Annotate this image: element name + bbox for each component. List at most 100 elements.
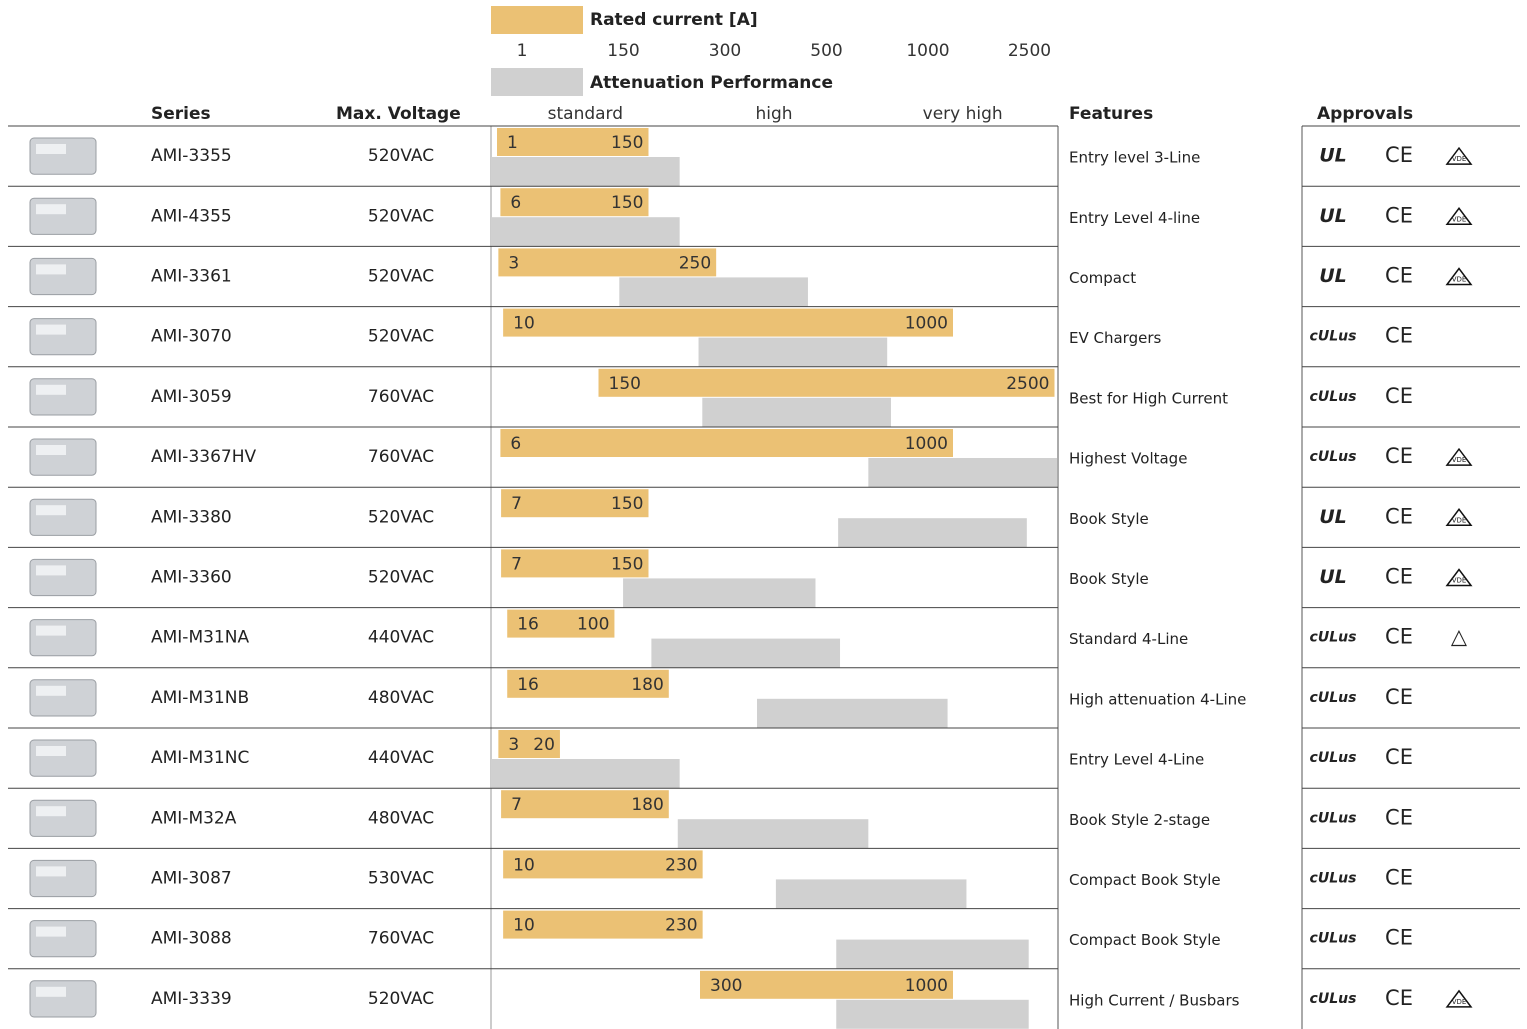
series: AMI-M31NA bbox=[151, 628, 249, 648]
voltage: 520VAC bbox=[368, 327, 434, 347]
approval: CE bbox=[1385, 866, 1413, 890]
feature: Compact Book Style bbox=[1069, 871, 1221, 889]
approval: CE bbox=[1385, 324, 1413, 348]
attenuation-bar bbox=[623, 578, 816, 608]
current-bar bbox=[501, 790, 669, 819]
approval: CE bbox=[1385, 203, 1413, 227]
current-bar bbox=[498, 730, 560, 758]
feature: Entry Level 4-Line bbox=[1069, 751, 1204, 769]
approval: VDE bbox=[1452, 998, 1467, 1006]
product-image-detail bbox=[36, 926, 66, 937]
attenuation-bar bbox=[757, 698, 948, 728]
current-bar bbox=[503, 910, 703, 939]
approval: cULus bbox=[1310, 750, 1357, 766]
current-min: 16 bbox=[517, 675, 539, 695]
feature: Entry Level 4-line bbox=[1069, 209, 1200, 227]
approval: VDE bbox=[1452, 577, 1467, 585]
attenuation-bar bbox=[491, 759, 680, 788]
current-max: 100 bbox=[577, 615, 609, 635]
approval-icon-frame bbox=[1445, 447, 1473, 466]
current-max: 180 bbox=[631, 675, 663, 695]
series: AMI-3361 bbox=[151, 267, 232, 287]
product-image bbox=[29, 378, 97, 416]
approval: CE bbox=[1385, 504, 1413, 528]
approval: CE bbox=[1385, 565, 1413, 589]
current-min: 7 bbox=[511, 554, 522, 574]
product-image-detail bbox=[36, 625, 66, 636]
product-image bbox=[29, 920, 97, 958]
attenuation-bar bbox=[491, 217, 680, 247]
product-image bbox=[29, 859, 97, 898]
series: AMI-3339 bbox=[151, 989, 232, 1009]
approval: cULus bbox=[1310, 690, 1357, 706]
attenuation-tick-label: high bbox=[755, 104, 792, 124]
current-min: 16 bbox=[517, 615, 539, 635]
approval: UL bbox=[1319, 566, 1347, 588]
feature: Compact Book Style bbox=[1069, 931, 1221, 949]
product-image-detail bbox=[36, 324, 66, 335]
current-bar bbox=[501, 549, 649, 578]
current-max: 2500 bbox=[1006, 374, 1049, 394]
current-min: 7 bbox=[511, 494, 522, 514]
attenuation-bar bbox=[619, 277, 808, 307]
current-min: 300 bbox=[710, 976, 742, 996]
attenuation-bar bbox=[838, 518, 1027, 548]
product-image bbox=[29, 197, 97, 235]
voltage: 520VAC bbox=[368, 989, 434, 1009]
series: AMI-3355 bbox=[151, 146, 232, 166]
product-image-detail bbox=[36, 986, 66, 997]
current-tick-label: 300 bbox=[709, 41, 741, 61]
approval: CE bbox=[1385, 384, 1413, 408]
attenuation-bar bbox=[836, 939, 1029, 969]
current-max: 1000 bbox=[905, 314, 948, 334]
current-min: 6 bbox=[510, 434, 521, 454]
attenuation-bar bbox=[491, 157, 680, 186]
current-tick-label: 150 bbox=[607, 41, 639, 61]
legend-swatch-attenuation bbox=[491, 68, 583, 96]
feature: Book Style bbox=[1069, 510, 1149, 528]
current-bar bbox=[598, 368, 1055, 397]
current-max: 150 bbox=[611, 193, 643, 213]
series: AMI-3087 bbox=[151, 869, 232, 889]
current-min: 150 bbox=[609, 374, 641, 394]
current-max: 150 bbox=[611, 133, 643, 153]
column-header: Features bbox=[1069, 104, 1153, 124]
series: AMI-3367HV bbox=[151, 447, 256, 467]
approval: CE bbox=[1385, 625, 1413, 649]
current-min: 1 bbox=[507, 133, 518, 153]
current-bar bbox=[501, 489, 649, 518]
feature: Book Style 2-stage bbox=[1069, 811, 1210, 829]
voltage: 520VAC bbox=[368, 267, 434, 287]
current-bar bbox=[700, 970, 953, 999]
feature: High Current / Busbars bbox=[1069, 991, 1240, 1009]
current-min: 7 bbox=[511, 795, 522, 815]
current-bar bbox=[507, 609, 615, 638]
approval: cULus bbox=[1310, 810, 1357, 826]
series: AMI-4355 bbox=[151, 206, 232, 226]
voltage: 520VAC bbox=[368, 146, 434, 166]
series: AMI-M31NB bbox=[151, 688, 249, 708]
approval-icon-frame bbox=[1445, 508, 1473, 527]
product-image bbox=[29, 980, 97, 1018]
product-image-detail bbox=[36, 505, 66, 516]
approval: UL bbox=[1319, 506, 1347, 528]
product-image-detail bbox=[36, 806, 66, 817]
feature: Standard 4-Line bbox=[1069, 630, 1188, 648]
approval-icon-frame bbox=[1445, 568, 1473, 587]
voltage: 530VAC bbox=[368, 869, 434, 889]
approval: cULus bbox=[1310, 871, 1357, 887]
current-max: 150 bbox=[611, 554, 643, 574]
attenuation-bar bbox=[651, 638, 841, 668]
current-bar bbox=[503, 308, 953, 337]
approval: cULus bbox=[1310, 931, 1357, 947]
product-image-detail bbox=[36, 204, 66, 215]
voltage: 480VAC bbox=[368, 808, 434, 828]
current-tick-label: 2500 bbox=[1008, 41, 1051, 61]
product-image bbox=[29, 619, 97, 657]
attenuation-bar bbox=[677, 819, 869, 849]
voltage: 480VAC bbox=[368, 688, 434, 708]
legend-attenuation: Attenuation Performance bbox=[590, 73, 833, 93]
approval-icon-frame bbox=[1445, 146, 1473, 165]
approval: CE bbox=[1385, 264, 1413, 288]
approval: cULus bbox=[1310, 329, 1357, 345]
